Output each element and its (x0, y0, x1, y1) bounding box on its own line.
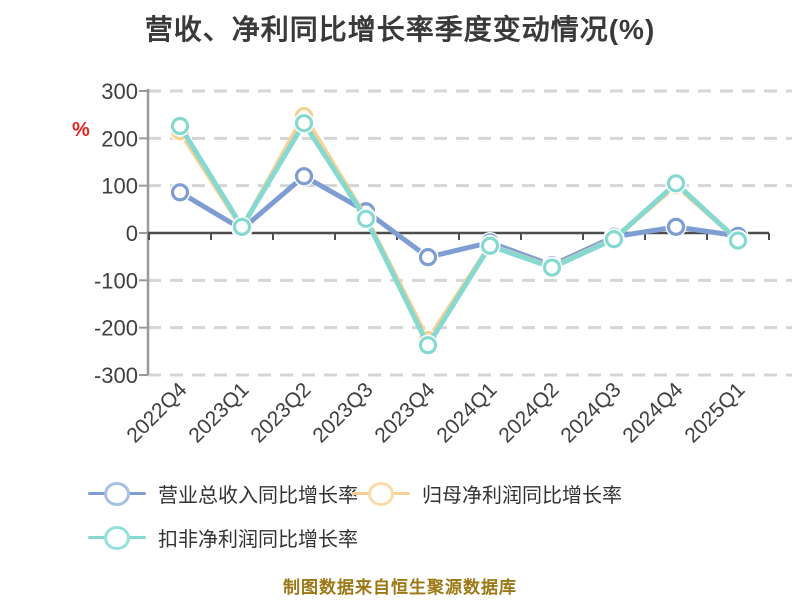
x-axis-label-2023Q3: 2023Q3 (308, 378, 377, 447)
legend-marker-icon (88, 525, 146, 551)
x-axis-label-2025Q1: 2025Q1 (680, 378, 749, 447)
data-point-non-gaap-net-profit-yoy-2024Q1[interactable] (480, 236, 500, 255)
legend-circle-icon (368, 481, 394, 506)
x-axis-label-2023Q4: 2023Q4 (370, 378, 439, 447)
data-point-non-gaap-net-profit-yoy-2025Q1[interactable] (728, 231, 748, 250)
data-point-non-gaap-net-profit-yoy-2024Q4[interactable] (666, 174, 686, 193)
data-point-non-gaap-net-profit-yoy-2023Q3[interactable] (356, 209, 376, 228)
y-axis-tick-label: 300 (101, 79, 138, 104)
legend-item-non-gaap-net-profit-yoy[interactable]: 扣非净利润同比增长率 (88, 523, 358, 552)
data-point-revenue-yoy-2024Q4[interactable] (666, 217, 686, 236)
data-point-non-gaap-net-profit-yoy-2024Q3[interactable] (604, 230, 624, 249)
data-point-revenue-yoy-2023Q4[interactable] (418, 248, 438, 267)
series-line-non-gaap-net-profit-yoy (177, 120, 741, 348)
legend-item-label: 归母净利润同比增长率 (422, 485, 622, 507)
x-axis-label-2024Q3: 2024Q3 (556, 378, 625, 447)
series-line-revenue-yoy (177, 173, 741, 268)
x-axis-label-2024Q4: 2024Q4 (618, 378, 687, 447)
legend-item-revenue-yoy[interactable]: 营业总收入同比增长率 (88, 479, 358, 508)
legend-marker-icon (88, 481, 146, 507)
legend-item-label: 营业总收入同比增长率 (158, 485, 358, 507)
legend-item-label: 扣非净利润同比增长率 (158, 529, 358, 551)
data-point-non-gaap-net-profit-yoy-2022Q4[interactable] (170, 116, 190, 136)
legend-item-parent-net-profit-yoy[interactable]: 归母净利润同比增长率 (352, 479, 622, 508)
y-axis-tick-label: -200 (94, 316, 138, 341)
data-point-non-gaap-net-profit-yoy-2023Q4[interactable] (418, 336, 438, 355)
data-point-non-gaap-net-profit-yoy-2024Q2[interactable] (542, 258, 562, 277)
x-axis-label-2022Q4: 2022Q4 (122, 378, 191, 447)
y-axis-tick-label: -300 (94, 363, 138, 388)
chart-title: 营收、净利同比增长率季度变动情况(%) (144, 14, 656, 45)
data-point-non-gaap-net-profit-yoy-2023Q1[interactable] (232, 217, 252, 236)
data-point-revenue-yoy-2023Q2[interactable] (294, 167, 314, 186)
x-axis-label-2023Q2: 2023Q2 (246, 378, 315, 447)
legend-circle-icon (104, 481, 130, 506)
legend-marker-icon (352, 481, 410, 507)
y-axis-tick-label: -100 (94, 268, 138, 293)
x-axis-label-2024Q1: 2024Q1 (432, 378, 501, 447)
data-point-revenue-yoy-2022Q4[interactable] (170, 183, 190, 202)
data-source-note: 制图数据来自恒生聚源数据库 (283, 578, 517, 597)
y-axis-tick-label: 200 (101, 126, 138, 151)
x-axis-label-2023Q1: 2023Q1 (184, 378, 253, 447)
legend-circle-icon (104, 525, 130, 550)
x-axis-label-2024Q2: 2024Q2 (494, 378, 563, 447)
y-axis-unit-label: % (72, 119, 90, 141)
y-axis-tick-label: 100 (101, 174, 138, 199)
data-point-non-gaap-net-profit-yoy-2023Q2[interactable] (294, 114, 314, 133)
y-axis-tick-label: 0 (126, 221, 138, 246)
